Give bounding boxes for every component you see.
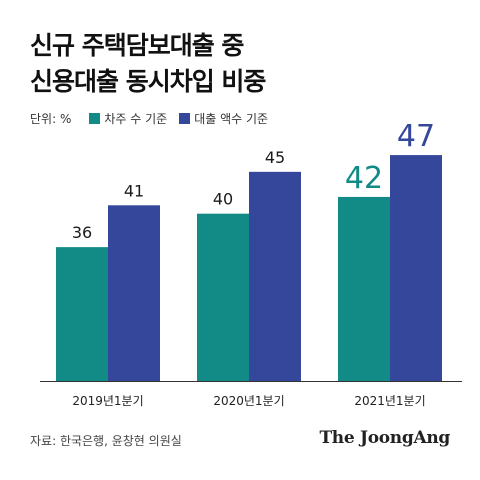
legend-swatch-borrowers (89, 113, 101, 124)
x-tick-label-2: 2021년1분기 (354, 394, 425, 408)
x-tick-label-0: 2019년1분기 (72, 394, 143, 408)
bar-borrowers-0 (56, 247, 108, 381)
bar-amount-0 (108, 205, 160, 381)
title-line-2: 신용대출 동시차입 비중 (30, 67, 266, 96)
bar-amount-1 (249, 171, 301, 381)
data-label-amount-1: 45 (265, 148, 285, 167)
data-label-amount-2: 47 (397, 119, 435, 154)
chart-title: 신규 주택담보대출 중 신용대출 동시차입 비중 (30, 28, 266, 100)
legend-item-borrowers: 차주 수 기준 (89, 110, 167, 127)
data-label-amount-0: 41 (124, 181, 144, 200)
brand-logo: The JoongAng (319, 428, 450, 448)
legend-label-borrowers: 차주 수 기준 (104, 112, 168, 126)
source-note: 자료: 한국은행, 윤창현 의원실 (30, 434, 182, 448)
data-label-borrowers-0: 36 (72, 223, 92, 242)
bar-borrowers-2 (338, 196, 390, 381)
unit-label: 단위: % (30, 112, 72, 126)
legend-swatch-amount (179, 113, 191, 124)
legend-item-amount: 대출 액수 기준 (179, 110, 268, 127)
bar-borrowers-1 (197, 213, 249, 381)
data-label-borrowers-1: 40 (213, 190, 233, 209)
title-line-1: 신규 주택담보대출 중 (30, 31, 244, 60)
legend: 단위: % 차주 수 기준 대출 액수 기준 (30, 110, 280, 127)
bar-amount-2 (390, 155, 442, 381)
x-tick-label-1: 2020년1분기 (213, 394, 284, 408)
data-label-borrowers-2: 42 (345, 161, 383, 196)
legend-label-amount: 대출 액수 기준 (194, 112, 269, 126)
